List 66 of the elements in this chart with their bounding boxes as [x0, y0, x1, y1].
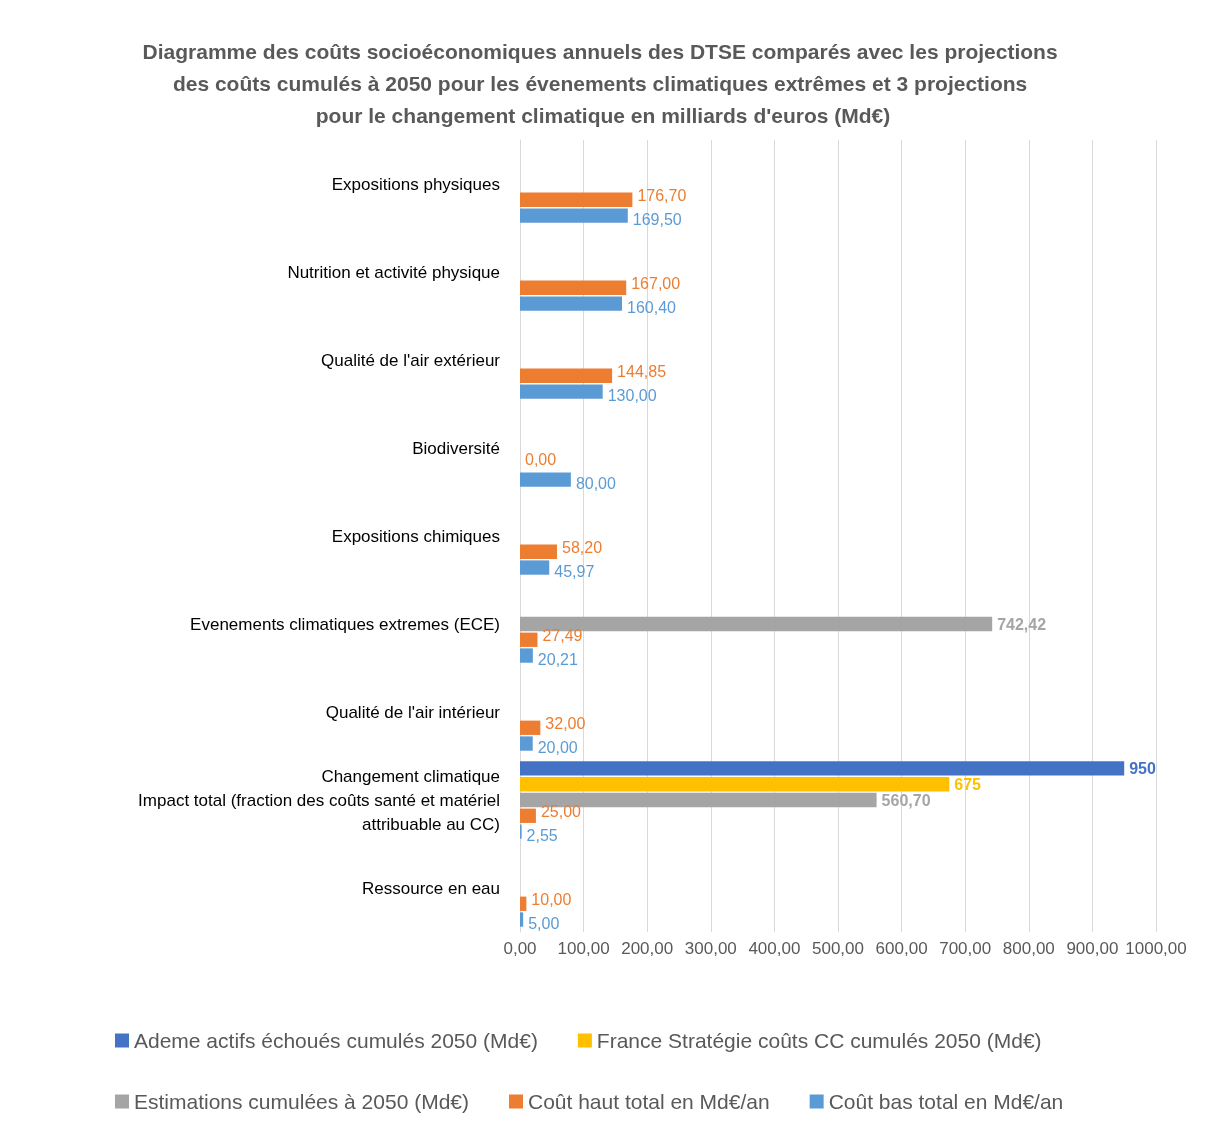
data-label: 160,40: [627, 299, 677, 317]
data-label: 80,00: [575, 475, 617, 493]
x-tick-label: 200,00: [621, 939, 674, 958]
bar: [520, 736, 533, 751]
y-tick-label: Qualité de l'air intérieur: [325, 702, 501, 722]
bar: [520, 761, 1125, 776]
y-tick-label: Evenements climatiques extremes (ECE): [190, 614, 500, 634]
data-label: 58,20: [562, 539, 603, 557]
data-label: 167,00: [631, 275, 681, 293]
data-label: 25,00: [540, 803, 582, 821]
x-tick-label: 400,00: [748, 939, 801, 958]
x-tick-label: 500,00: [812, 939, 864, 958]
data-label: 32,00: [545, 715, 586, 733]
bar: [520, 912, 524, 927]
bar: [520, 777, 950, 792]
bar: [520, 472, 571, 487]
data-label: 144,85: [617, 363, 667, 381]
chart-title: Diagramme des coûts socioéconomiques annuels des DTSE comparés avec les projections des coûts cumulés à 2050 pour les évenements climatiques extrêmes et 3 projections pour le changement climatique en milliards d'euros (Md€): [142, 39, 1064, 127]
legend-label: Coût haut total en Md€/an: [527, 1090, 770, 1113]
bar: [520, 896, 527, 911]
data-label: 27,49: [542, 627, 583, 645]
x-tick-label: 300,00: [684, 939, 737, 958]
data-label: 742,42: [997, 615, 1047, 633]
bar: [520, 648, 533, 663]
data-label: 675: [954, 775, 982, 793]
data-label: 2,55: [526, 827, 558, 845]
bar: [520, 192, 633, 207]
bar: [520, 368, 613, 383]
x-tick-label: 600,00: [875, 939, 928, 958]
y-tick-label: Changement climatique Impact total (fraction des coûts santé et matériel attribuable au CC): [138, 766, 500, 834]
x-tick-label: 1000,00: [1125, 939, 1187, 958]
data-label: 45,97: [554, 563, 595, 581]
bar: [520, 280, 627, 295]
bar: [520, 632, 538, 647]
legend-label: Ademe actifs échoués cumulés 2050 (Md€): [134, 1029, 538, 1052]
bar: [520, 560, 550, 575]
bar: [520, 544, 558, 559]
bar: [520, 208, 628, 223]
data-label: 10,00: [531, 891, 572, 909]
legend-label: France Stratégie coûts CC cumulés 2050 (Md€): [596, 1029, 1042, 1052]
legend-label: Coût bas total en Md€/an: [828, 1090, 1064, 1113]
y-tick-label: Nutrition et activité physique: [287, 262, 500, 282]
y-tick-label: Expositions chimiques: [331, 526, 500, 546]
legend-label: Estimations cumulées à 2050 (Md€): [134, 1090, 469, 1113]
x-tick-label: 800,00: [1002, 939, 1055, 958]
bar: [520, 296, 623, 311]
x-tick-label: 0,00: [503, 939, 537, 958]
data-label: 130,00: [607, 387, 657, 405]
y-tick-label: Ressource en eau: [362, 878, 500, 898]
data-label: 176,70: [637, 187, 687, 205]
data-label: 20,00: [537, 739, 578, 757]
data-label: 20,21: [537, 651, 578, 669]
data-label: 5,00: [528, 915, 560, 933]
data-label: 560,70: [881, 791, 931, 809]
bar: [520, 808, 536, 823]
bar: [520, 720, 541, 735]
data-label: 169,50: [632, 211, 682, 229]
y-tick-label: Biodiversité: [412, 438, 500, 458]
x-tick-label: 700,00: [939, 939, 992, 958]
data-label: 0,00: [525, 451, 557, 469]
y-tick-label: Expositions physiques: [331, 174, 500, 194]
bar: [520, 384, 603, 399]
x-tick-label: 100,00: [557, 939, 610, 958]
data-label: 950: [1129, 759, 1156, 777]
y-tick-label: Qualité de l'air extérieur: [321, 350, 501, 370]
x-tick-label: 900,00: [1066, 939, 1119, 958]
